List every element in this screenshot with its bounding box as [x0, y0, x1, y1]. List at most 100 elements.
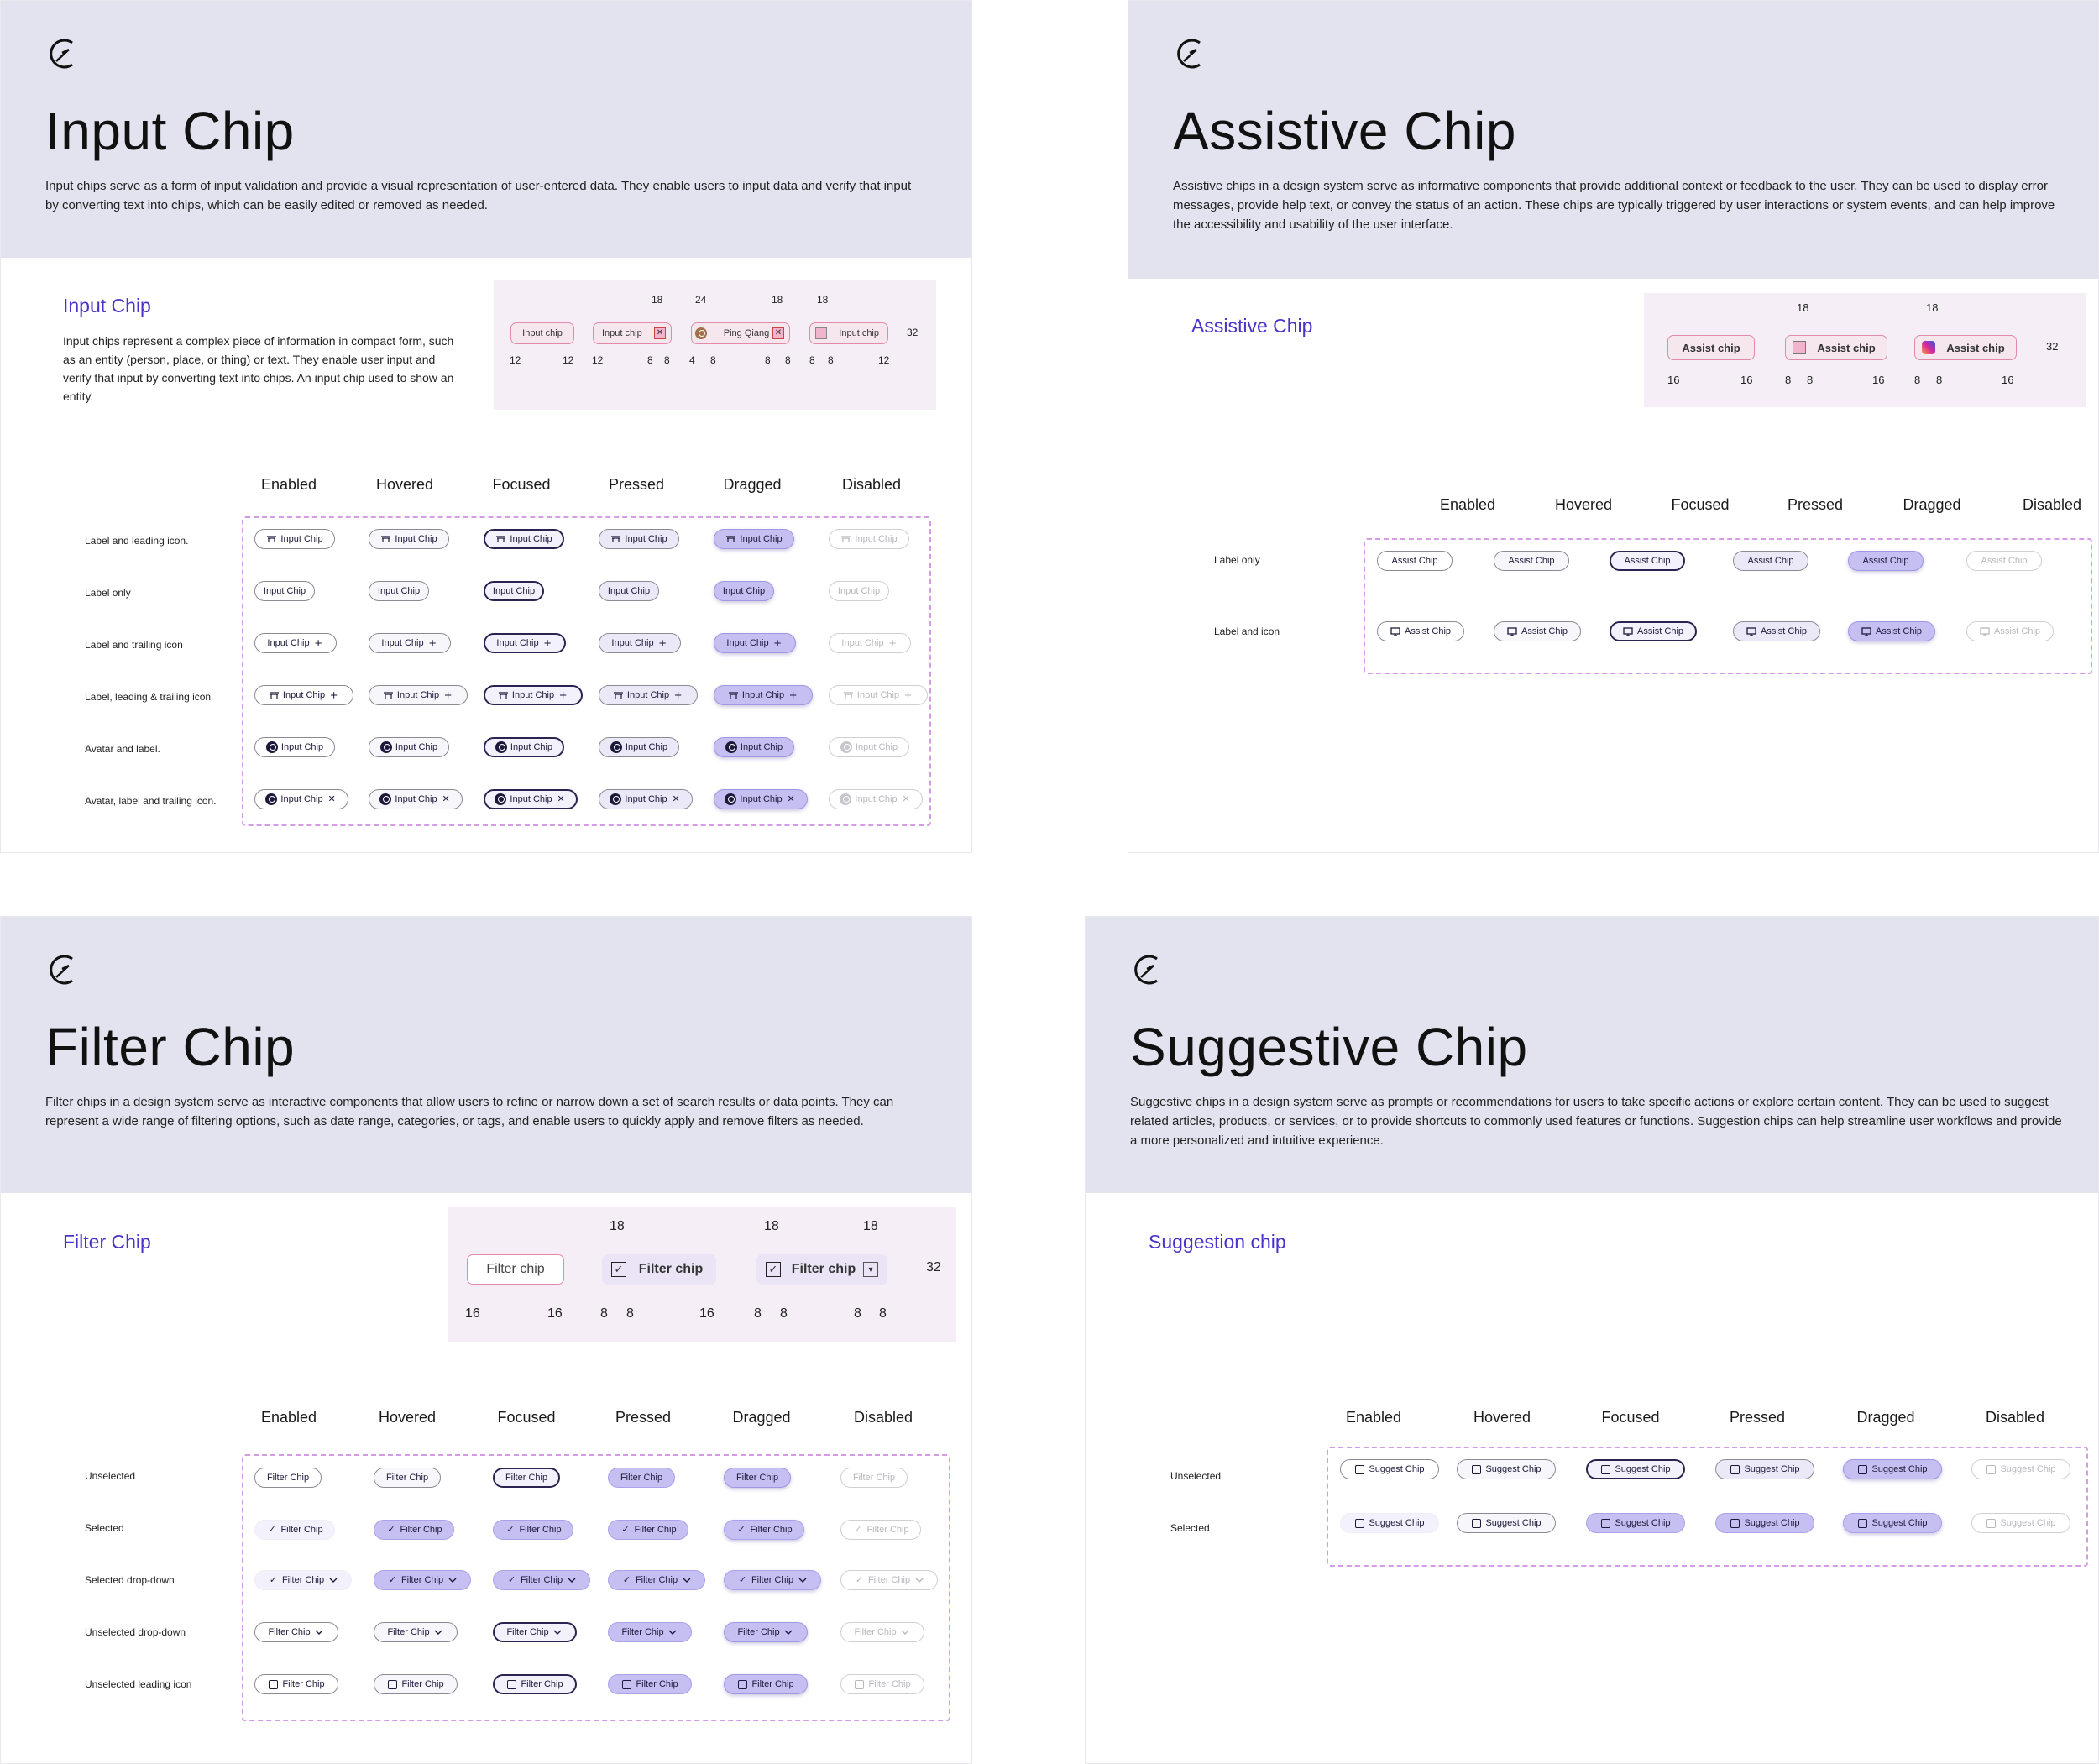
chip[interactable]: Filter Chip	[374, 1622, 458, 1642]
chip[interactable]: Filter Chip	[374, 1468, 441, 1488]
chip[interactable]: Input Chip	[369, 737, 449, 757]
chip[interactable]: Suggest Chip	[1340, 1513, 1439, 1533]
chip[interactable]: Input Chip +	[484, 633, 566, 653]
chip[interactable]: Input Chip	[484, 529, 564, 549]
chip[interactable]: Filter Chip	[493, 1468, 560, 1488]
chip[interactable]: ✓ Filter Chip	[493, 1520, 573, 1540]
chip[interactable]: Assist Chip	[1377, 621, 1464, 641]
chip[interactable]: Input Chip +	[369, 685, 468, 705]
spec-dim: 24	[695, 294, 707, 306]
chip[interactable]: ✓ Filter Chip	[254, 1570, 352, 1590]
chip[interactable]: Suggest Chip	[1457, 1459, 1556, 1479]
chip[interactable]: Suggest Chip	[1586, 1459, 1685, 1479]
col-dragged: Dragged	[732, 1409, 791, 1426]
chip[interactable]: Input Chip ✕	[254, 789, 348, 809]
chip[interactable]: Assist Chip	[1733, 551, 1808, 571]
chip[interactable]: Suggest Chip	[1340, 1459, 1439, 1479]
chip[interactable]: Input Chip	[369, 529, 449, 549]
plus-icon: +	[789, 688, 797, 703]
chip[interactable]: Assist Chip	[1610, 621, 1697, 641]
chip-label: Filter Chip	[751, 1679, 794, 1689]
chip[interactable]: Assist Chip	[1494, 621, 1581, 641]
chip[interactable]: Assist Chip	[1610, 551, 1685, 571]
check-icon: ✓	[611, 1262, 626, 1277]
chip[interactable]: Filter Chip	[608, 1468, 675, 1488]
chip[interactable]: ✓ Filter Chip	[493, 1570, 590, 1590]
chip[interactable]: Assist Chip	[1494, 551, 1569, 571]
chip[interactable]: Input Chip ✕	[599, 789, 693, 809]
pin-icon	[269, 690, 280, 701]
chip[interactable]: Assist Chip	[1733, 621, 1820, 641]
chip[interactable]: Suggest Chip	[1457, 1513, 1556, 1533]
monitor-icon	[1746, 626, 1757, 637]
chip[interactable]: Filter Chip	[254, 1674, 338, 1694]
chip[interactable]: Input Chip +	[599, 633, 681, 653]
chip[interactable]: ✓ Filter Chip	[724, 1520, 804, 1540]
chip-label: Suggest Chip	[1485, 1464, 1542, 1474]
chip[interactable]: Input Chip	[484, 737, 564, 757]
row-label: Selected	[1170, 1522, 1210, 1534]
clipboard-icon	[1730, 1518, 1740, 1529]
chip[interactable]: Assist Chip	[1377, 551, 1453, 571]
chip[interactable]: Filter Chip	[254, 1622, 338, 1642]
chevron-down-icon	[900, 1627, 911, 1638]
chip[interactable]: Filter Chip	[493, 1674, 577, 1694]
chip[interactable]: Input Chip	[254, 737, 335, 757]
chip[interactable]: Input Chip +	[254, 685, 353, 705]
chip[interactable]: Suggest Chip	[1715, 1459, 1814, 1479]
chip[interactable]: Filter Chip	[254, 1468, 322, 1488]
col-pressed: Pressed	[608, 476, 665, 493]
chip[interactable]: Input Chip +	[484, 685, 583, 705]
chip[interactable]: Input Chip	[484, 581, 544, 601]
chip[interactable]: Assist Chip	[1848, 551, 1924, 571]
spec-dim: 12	[878, 354, 890, 366]
chip[interactable]: Input Chip +	[254, 633, 337, 653]
chip[interactable]: Input Chip	[714, 581, 774, 601]
col-focused: Focused	[1671, 496, 1730, 513]
chip[interactable]: Input Chip	[714, 529, 794, 549]
chip[interactable]: Input Chip	[599, 529, 679, 549]
pin-icon	[498, 690, 509, 701]
chip[interactable]: Filter Chip	[608, 1622, 692, 1642]
plus-icon: +	[314, 636, 322, 651]
check-icon: ✓	[388, 1574, 397, 1585]
chip[interactable]: Input Chip ✕	[714, 789, 808, 809]
chip[interactable]: ✓ Filter Chip	[608, 1520, 688, 1540]
chip[interactable]: Filter Chip	[724, 1674, 808, 1694]
chip[interactable]: Filter Chip	[724, 1622, 808, 1642]
chip-label: Input Chip	[837, 586, 881, 596]
document-icon	[737, 1679, 748, 1690]
spec-dim: 8	[1807, 374, 1814, 386]
chip[interactable]: ✓ Filter Chip	[608, 1570, 705, 1590]
monitor-icon	[1623, 626, 1634, 637]
chip[interactable]: Input Chip	[714, 737, 794, 757]
chip[interactable]: Suggest Chip	[1843, 1459, 1942, 1479]
chip[interactable]: Suggest Chip	[1586, 1513, 1685, 1533]
chip[interactable]: Input Chip +	[369, 633, 451, 653]
chip[interactable]: ✓ Filter Chip	[254, 1520, 335, 1540]
chip[interactable]: Filter Chip	[374, 1674, 458, 1694]
chip[interactable]: Filter Chip	[724, 1468, 791, 1488]
chip[interactable]: Filter Chip	[493, 1622, 577, 1642]
chip-label: Input Chip	[611, 638, 654, 648]
chip[interactable]: Input Chip +	[599, 685, 698, 705]
plus-icon: +	[543, 636, 552, 651]
row-label: Unselected	[85, 1470, 136, 1482]
chip[interactable]: Input Chip	[254, 529, 335, 549]
chip[interactable]: Suggest Chip	[1715, 1513, 1814, 1533]
chip[interactable]: Suggest Chip	[1843, 1513, 1942, 1533]
chip[interactable]: Filter Chip	[608, 1674, 692, 1694]
chip[interactable]: ✓ Filter Chip	[374, 1570, 471, 1590]
chip[interactable]: Input Chip ✕	[484, 789, 578, 809]
chip[interactable]: Assist Chip	[1848, 621, 1935, 641]
chip[interactable]: Input Chip +	[714, 685, 813, 705]
chip[interactable]: Input Chip	[599, 581, 659, 601]
chip[interactable]: Input Chip +	[714, 633, 796, 653]
chip-label: Input Chip	[263, 586, 306, 596]
chip[interactable]: Input Chip	[254, 581, 315, 601]
chip[interactable]: Input Chip	[369, 581, 429, 601]
chip[interactable]: Input Chip	[599, 737, 679, 757]
chip[interactable]: Input Chip ✕	[369, 789, 463, 809]
chip[interactable]: ✓ Filter Chip	[374, 1520, 454, 1540]
chip[interactable]: ✓ Filter Chip	[724, 1570, 821, 1590]
